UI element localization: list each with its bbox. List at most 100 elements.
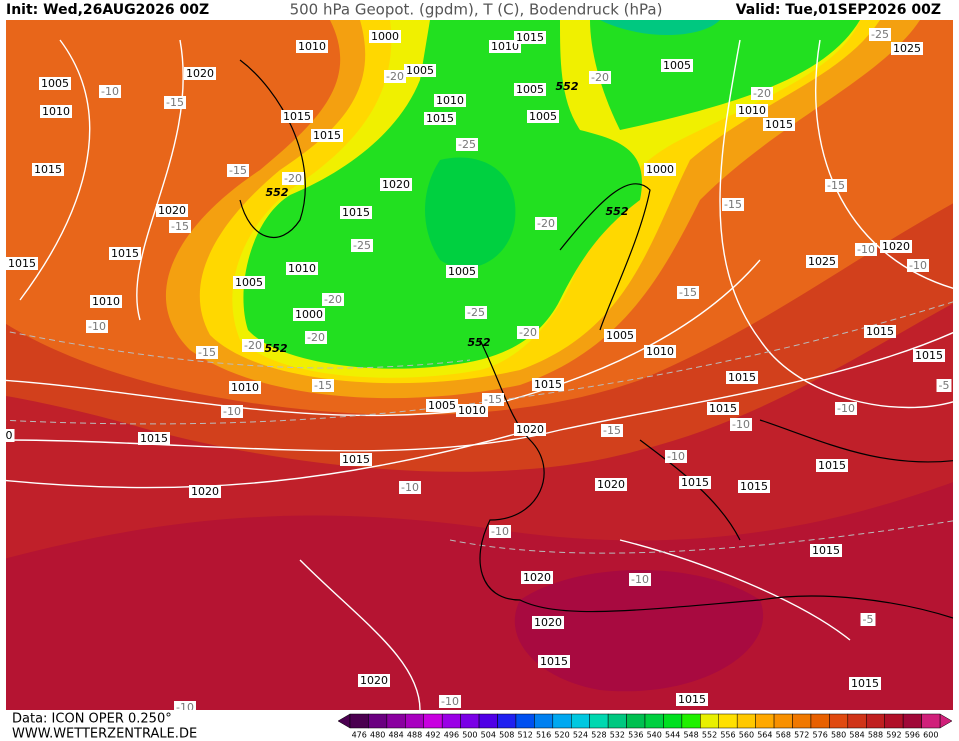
pressure-label: 1010 (738, 104, 766, 117)
temperature-label: -15 (603, 424, 621, 437)
pressure-label: 1010 (92, 295, 120, 308)
pressure-label: 1015 (709, 402, 737, 415)
pressure-label: 1005 (663, 59, 691, 72)
label-box (465, 306, 487, 319)
colorbar-label: 560 (739, 731, 754, 740)
temperature-label: -20 (519, 326, 537, 339)
pressure-label: 1025 (893, 42, 921, 55)
label-box (311, 129, 343, 142)
colorbar-label: 520 (554, 731, 569, 740)
label-box (514, 423, 546, 436)
colorbar-swatch (368, 713, 388, 729)
label-box (676, 693, 708, 706)
label-box (816, 459, 848, 472)
label-box (426, 399, 458, 412)
temperature-label: -10 (491, 525, 509, 538)
colorbar-swatch (589, 713, 609, 729)
label-box (736, 104, 768, 117)
temperature-label: -10 (909, 259, 927, 272)
temperature-label: -20 (753, 87, 771, 100)
pressure-label: 1015 (516, 31, 544, 44)
colorbar-swatch (773, 713, 793, 729)
temperature-label: -20 (537, 217, 555, 230)
colorbar-swatch (626, 713, 646, 729)
pressure-label: 1005 (606, 329, 634, 342)
label-box (242, 339, 264, 352)
colorbar-swatch (552, 713, 572, 729)
label-box (869, 28, 891, 41)
colorbar-label: 596 (905, 731, 920, 740)
colorbar-swatch (847, 713, 867, 729)
label-box (835, 402, 857, 415)
label-box (32, 163, 64, 176)
temperature-label: -15 (229, 164, 247, 177)
label-box (860, 613, 876, 626)
colorbar-label: 572 (794, 731, 809, 740)
colorbar-label: 552 (702, 731, 717, 740)
label-box (99, 85, 121, 98)
colorbar-swatch (792, 713, 812, 729)
height-label: 552 (606, 205, 629, 218)
label-box (532, 616, 564, 629)
label-box (825, 179, 847, 192)
label-box (538, 655, 570, 668)
label-box (907, 259, 929, 272)
label-box (763, 118, 795, 131)
colorbar-swatch (829, 713, 849, 729)
label-box (312, 379, 334, 392)
label-box (489, 525, 511, 538)
label-box (434, 94, 466, 107)
colorbar-swatch (460, 713, 480, 729)
label-box (399, 481, 421, 494)
label-box (482, 393, 504, 406)
pressure-label: 0 (6, 429, 13, 442)
colorbar-swatch (349, 713, 369, 729)
pressure-label: 1015 (342, 206, 370, 219)
colorbar-swatch (423, 713, 443, 729)
temperature-label: -20 (307, 331, 325, 344)
label-box (340, 453, 372, 466)
label-box (384, 70, 406, 83)
label-box (722, 198, 744, 211)
colorbar-label: 496 (444, 731, 459, 740)
pressure-label: 1005 (406, 64, 434, 77)
colorbar-swatch (736, 713, 756, 729)
label-box (913, 349, 945, 362)
pressure-label: 1005 (529, 110, 557, 123)
pressure-label: 1000 (646, 163, 674, 176)
label-box (517, 326, 539, 339)
label-box (305, 331, 327, 344)
label-box (535, 217, 557, 230)
pressure-label: 1005 (448, 265, 476, 278)
temperature-label: -20 (324, 293, 342, 306)
pressure-label: 1000 (295, 308, 323, 321)
label-box (726, 371, 758, 384)
pressure-label: 1005 (428, 399, 456, 412)
colorbar-label: 512 (518, 731, 533, 740)
pressure-label: 1015 (740, 480, 768, 493)
pressure-label: 1015 (765, 118, 793, 131)
field-teal (600, 20, 720, 35)
colorbar-label: 556 (720, 731, 735, 740)
label-box (665, 450, 687, 463)
pressure-label: 1015 (818, 459, 846, 472)
label-box (595, 478, 627, 491)
colorbar-swatch (405, 713, 424, 729)
colorbar-label: 480 (370, 731, 385, 740)
colorbar-swatch (755, 713, 775, 729)
label-box (86, 320, 108, 333)
label-box (880, 240, 912, 253)
temperature-label: -10 (441, 695, 459, 708)
colorbar-swatch (515, 713, 535, 729)
label-box (164, 96, 186, 109)
colorbar-label: 588 (868, 731, 883, 740)
pressure-label: 1020 (158, 204, 186, 217)
site: WWW.WETTERZENTRALE.DE (12, 727, 197, 741)
pressure-label: 1015 (342, 453, 370, 466)
temperature-label: -25 (467, 306, 485, 319)
label-box (806, 255, 838, 268)
temperature-label: -15 (166, 96, 184, 109)
init-time: Init: Wed,26AUG2026 00Z (6, 2, 209, 18)
temperature-label: -15 (724, 198, 742, 211)
